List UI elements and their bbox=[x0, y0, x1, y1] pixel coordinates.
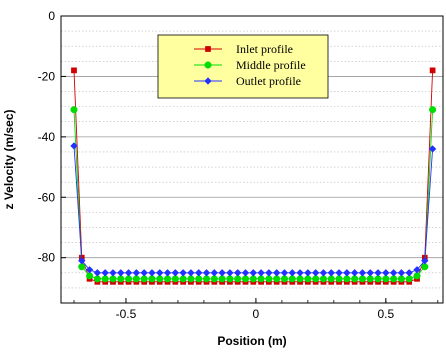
data-point bbox=[288, 269, 297, 277]
data-point bbox=[358, 269, 367, 277]
data-point bbox=[101, 269, 109, 277]
data-point bbox=[343, 269, 351, 277]
data-point bbox=[210, 269, 219, 277]
data-point bbox=[78, 256, 86, 265]
data-point bbox=[218, 269, 226, 277]
legend-label: Middle profile bbox=[236, 58, 306, 72]
data-point bbox=[389, 269, 398, 277]
axis-ticks: -0.5 0 0.5 0 -20 -40 -60 -80 bbox=[38, 9, 439, 321]
data-point bbox=[413, 266, 421, 274]
x-tick-label: -0.5 bbox=[116, 307, 137, 321]
legend-marker bbox=[204, 61, 212, 69]
data-point bbox=[421, 256, 429, 265]
data-point bbox=[70, 106, 78, 114]
legend-label: Inlet profile bbox=[236, 42, 293, 56]
data-point bbox=[70, 142, 78, 150]
legend-label: Outlet profile bbox=[236, 74, 301, 88]
data-point bbox=[265, 269, 273, 277]
data-point bbox=[382, 269, 390, 277]
data-point bbox=[179, 269, 187, 277]
y-tick-label: -20 bbox=[38, 69, 56, 83]
data-point bbox=[405, 269, 413, 277]
data-point bbox=[233, 269, 242, 277]
series-2 bbox=[70, 106, 437, 283]
legend-item: Inlet profile bbox=[194, 42, 293, 56]
data-point bbox=[140, 269, 148, 277]
data-point bbox=[304, 269, 312, 277]
legend-item: Outlet profile bbox=[194, 74, 301, 88]
legend-marker bbox=[205, 46, 211, 52]
data-point bbox=[280, 269, 289, 277]
legend-marker bbox=[204, 77, 212, 85]
legend-box bbox=[157, 34, 329, 99]
data-point bbox=[187, 269, 195, 277]
data-point bbox=[241, 269, 250, 277]
y-tick-label: 0 bbox=[48, 9, 55, 23]
data-point bbox=[249, 269, 258, 277]
data-point bbox=[257, 269, 265, 277]
data-point bbox=[429, 106, 437, 114]
data-point bbox=[335, 269, 343, 277]
y-axis-title: z Velocity (m/sec) bbox=[2, 109, 16, 209]
data-point bbox=[272, 269, 281, 277]
plot-frame bbox=[60, 15, 444, 304]
data-point bbox=[366, 269, 374, 277]
y-tick-label: -60 bbox=[38, 190, 56, 204]
data-point bbox=[397, 269, 406, 277]
data-point bbox=[148, 269, 156, 277]
series-group bbox=[70, 67, 437, 285]
data-point bbox=[194, 269, 203, 277]
series-3 bbox=[70, 142, 437, 277]
data-point bbox=[319, 269, 328, 277]
legend: Inlet profile Middle profile Outlet profil… bbox=[157, 34, 329, 99]
data-point bbox=[296, 269, 304, 277]
data-point bbox=[109, 269, 117, 277]
x-tick-label: 0 bbox=[253, 307, 260, 321]
data-point bbox=[428, 145, 437, 153]
data-point bbox=[171, 269, 180, 277]
data-point bbox=[163, 269, 172, 277]
data-point bbox=[71, 67, 77, 74]
data-point bbox=[327, 269, 336, 277]
data-point bbox=[93, 269, 102, 277]
data-point bbox=[132, 269, 141, 277]
data-point bbox=[202, 269, 211, 277]
legend-item: Middle profile bbox=[194, 58, 306, 72]
data-point bbox=[155, 269, 164, 277]
y-tick-label: -80 bbox=[38, 251, 56, 265]
data-point bbox=[226, 269, 234, 277]
x-axis-title: Position (m) bbox=[217, 334, 286, 348]
data-point bbox=[374, 269, 382, 277]
data-point bbox=[429, 67, 436, 74]
x-tick-label: 0.5 bbox=[377, 307, 394, 321]
legend-items: Inlet profile Middle profile Outlet profil… bbox=[194, 42, 306, 88]
data-point bbox=[311, 269, 320, 277]
data-point bbox=[117, 269, 125, 277]
data-point bbox=[124, 269, 133, 277]
data-point bbox=[85, 266, 94, 274]
y-tick-label: -40 bbox=[38, 130, 56, 144]
data-point bbox=[350, 269, 359, 277]
